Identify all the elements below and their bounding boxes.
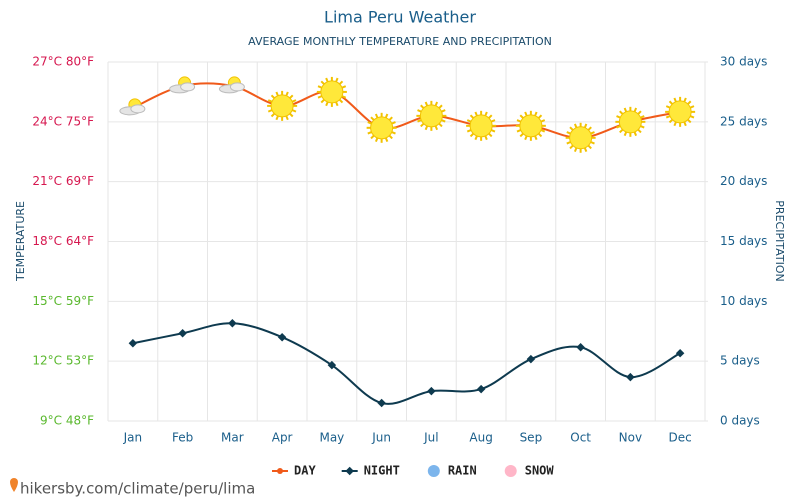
series-0: [119, 76, 696, 153]
sun-core: [668, 100, 692, 124]
y-tick-label: 12°C 53°F: [32, 354, 94, 368]
y2-tick-label: 30 days: [720, 55, 767, 69]
legend-label: RAIN: [448, 464, 477, 478]
cloud-icon: [218, 76, 245, 94]
source: hikersby.com/climate/peru/lima: [10, 478, 255, 498]
sun-core: [618, 110, 642, 134]
sun-icon: [466, 110, 497, 141]
y-tick-label: 21°C 69°F: [32, 174, 94, 188]
x-tick-label: Sep: [520, 431, 543, 445]
legend-item: RAIN: [427, 464, 477, 478]
cloud-icon: [169, 76, 196, 94]
legend-marker: [345, 466, 354, 476]
y2-tick-label: 25 days: [720, 114, 767, 128]
y-tick-label: 24°C 75°F: [32, 114, 94, 128]
sun-icon: [316, 76, 347, 107]
y2-tick-label: 5 days: [720, 354, 760, 368]
point-marker: [675, 348, 685, 358]
sun-icon: [416, 100, 447, 131]
legend-label: DAY: [294, 464, 316, 478]
legend-item: SNOW: [504, 464, 555, 478]
point-marker: [277, 332, 287, 342]
point-marker: [476, 384, 486, 394]
series-1: [128, 319, 685, 408]
point-marker: [128, 338, 138, 348]
sun-core: [469, 114, 493, 138]
x-tick-label: Jan: [123, 431, 143, 445]
legend-item: NIGHT: [341, 464, 400, 478]
legend-item: DAY: [272, 464, 316, 478]
point-marker: [427, 386, 436, 396]
chart-subtitle: AVERAGE MONTHLY TEMPERATURE AND PRECIPIT…: [248, 35, 552, 48]
x-tick-label: Apr: [272, 431, 293, 445]
sun-icon: [565, 122, 596, 153]
y2-tick-label: 20 days: [720, 174, 767, 188]
y-tick-label: 15°C 59°F: [32, 294, 94, 308]
y2-tick-label: 0 days: [720, 414, 760, 428]
legend-label: NIGHT: [364, 464, 400, 478]
legend-marker: [504, 465, 517, 477]
sun-core: [569, 126, 593, 150]
x-tick-label: Mar: [221, 431, 244, 445]
y-tick-label: 9°C 48°F: [40, 414, 94, 428]
cloud: [229, 82, 245, 92]
x-tick-label: Oct: [570, 431, 591, 445]
sun-icon: [366, 112, 397, 143]
x-tick-label: Dec: [669, 431, 692, 445]
y2-axis-label: PRECIPITATION: [773, 200, 786, 281]
x-tick-label: Aug: [469, 431, 492, 445]
y2-tick-label: 15 days: [720, 234, 767, 248]
pin-icon: [10, 478, 18, 492]
point-marker: [327, 360, 337, 370]
sun-icon: [665, 96, 696, 127]
x-tick-label: Feb: [172, 431, 193, 445]
sun-core: [419, 104, 443, 128]
sun-icon: [615, 106, 646, 137]
y-tick-label: 27°C 80°F: [32, 55, 94, 69]
y-tick-label: 18°C 64°F: [32, 234, 94, 248]
point-marker: [526, 354, 536, 364]
point-marker: [178, 329, 187, 338]
legend-marker: [427, 465, 440, 477]
point-marker: [626, 372, 635, 382]
y2-tick-label: 10 days: [720, 294, 767, 308]
x-tick-label: Jul: [423, 431, 438, 445]
x-tick-label: Nov: [619, 431, 642, 445]
point-marker: [576, 342, 585, 352]
x-tick-label: Jun: [371, 431, 391, 445]
chart-title: Lima Peru Weather: [324, 8, 476, 27]
cloud: [180, 82, 196, 92]
sun-core: [270, 94, 294, 118]
point-marker: [377, 398, 386, 408]
sun-icon: [267, 90, 298, 121]
cloud-icon: [119, 98, 146, 116]
cloud: [130, 104, 146, 114]
legend-label: SNOW: [525, 464, 555, 478]
y-axis-label: TEMPERATURE: [14, 201, 27, 282]
point-marker: [228, 319, 237, 328]
sun-core: [519, 114, 543, 138]
sun-icon: [515, 110, 546, 141]
sun-core: [370, 116, 394, 140]
x-tick-label: May: [319, 431, 344, 445]
source-link: hikersby.com/climate/peru/lima: [20, 480, 255, 498]
legend-marker: [277, 468, 283, 474]
sun-core: [320, 80, 344, 104]
